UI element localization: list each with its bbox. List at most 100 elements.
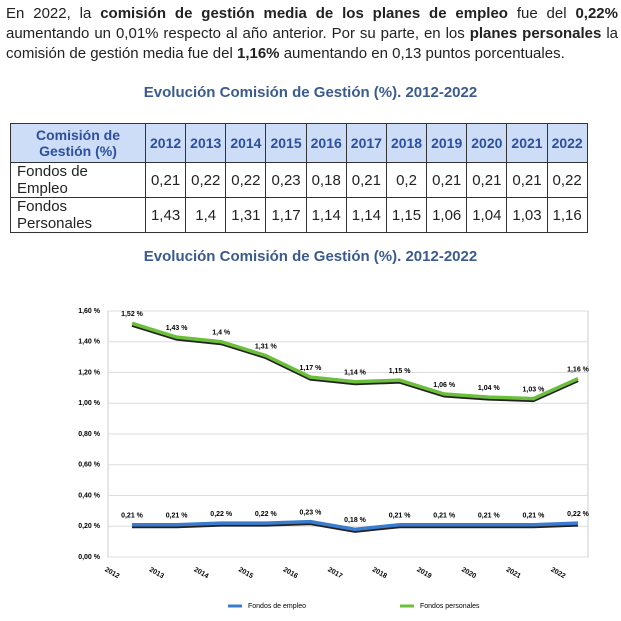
x-tick-label: 2012	[103, 566, 120, 580]
table-cell: 0,21	[426, 162, 468, 198]
header-cell: 2018	[385, 123, 428, 163]
header-cell: 2016	[305, 123, 347, 163]
y-tick-label: 1,40 %	[78, 339, 101, 346]
table-row: Fondos de Empleo 0,21 0,22 0,22 0,23 0,18 0,21…	[10, 162, 588, 198]
table-cell: 1,03	[506, 197, 548, 233]
text-run: la comisión de gestión media fue del	[6, 25, 618, 62]
y-tick-label: 1,00 %	[78, 400, 101, 407]
series-shadow	[131, 323, 579, 403]
header-cell: 2012	[144, 123, 187, 163]
data-label: 1,4 %	[212, 330, 231, 337]
data-label: 1,06 %	[433, 382, 456, 389]
table-title: Evolución Comisión de Gestión (%). 2012-…	[143, 84, 478, 101]
data-label: 0,21 %	[433, 513, 456, 520]
header-cell: 2014	[225, 123, 267, 163]
table-cell: 0,22	[225, 162, 267, 198]
header-cell: 2013	[185, 123, 227, 163]
data-label: 0,21 %	[478, 513, 501, 520]
x-tick-label: 2013	[148, 566, 165, 580]
data-label: 0,22 %	[567, 511, 590, 518]
text-run: planes personales	[469, 25, 602, 42]
data-label: 0,22 %	[255, 511, 278, 518]
header-cell: 2022	[546, 123, 588, 163]
y-tick-label: 1,60 %	[78, 308, 101, 315]
data-label: 1,03 %	[523, 386, 546, 393]
data-label: 1,14 %	[344, 370, 367, 377]
table-cell: 1,17	[265, 197, 307, 233]
table-cell: 0,21	[466, 162, 508, 198]
header-cell: 2015	[265, 123, 307, 163]
table-cell: 1,04	[466, 197, 508, 233]
x-tick-label: 2016	[282, 566, 299, 580]
table-cell: 0,21	[506, 162, 548, 198]
y-tick-label: 0,80 %	[78, 431, 101, 438]
data-label: 0,21 %	[389, 513, 412, 520]
table-cell: 1,43	[144, 197, 187, 233]
text-run: 0,22%	[575, 5, 618, 22]
table-row: Fondos Personales 1,43 1,4 1,31 1,17 1,14 1,14…	[10, 197, 588, 233]
x-tick-label: 2022	[549, 566, 566, 580]
table-cell: 1,15	[385, 197, 428, 233]
data-label: 0,22 %	[210, 511, 233, 518]
header-cell: 2021	[506, 123, 548, 163]
table-cell: 1,14	[305, 197, 347, 233]
data-label: 1,16 %	[567, 366, 590, 373]
x-tick-label: 2018	[371, 566, 388, 580]
table: Comisión de Gestión (%) 2012 2013 2014 2015 2…	[10, 123, 588, 233]
table-cell: 0,21	[144, 162, 187, 198]
series-line	[131, 321, 579, 401]
header-cell: Comisión de Gestión (%)	[10, 123, 146, 163]
x-tick-label: 2021	[505, 566, 522, 580]
series-line	[132, 519, 579, 532]
chart-title: Evolución Comisión de Gestión (%). 2012-…	[143, 248, 478, 265]
table-cell: 0,2	[385, 162, 428, 198]
header-cell: 2017	[345, 123, 387, 163]
legend-label: Fondos personales	[420, 603, 480, 610]
table-cell: 1,16	[546, 197, 588, 233]
data-label: 0,23 %	[300, 509, 323, 516]
y-tick-label: 0,40 %	[78, 492, 101, 499]
y-tick-label: 0,20 %	[78, 523, 101, 530]
table-cell: 1,4	[185, 197, 227, 233]
legend-label: Fondos de empleo	[248, 603, 306, 610]
y-tick-label: 1,20 %	[78, 369, 101, 376]
paragraph: En 2022, la comisión de gestión media de…	[6, 4, 618, 64]
data-label: 0,21 %	[523, 513, 546, 520]
text-run: En 2022, la	[6, 5, 101, 22]
table-cell: 0,22	[546, 162, 588, 198]
text-run: fue del	[507, 5, 576, 22]
y-tick-label: 0,00 %	[78, 554, 101, 561]
data-label: 1,31 %	[255, 343, 278, 350]
x-tick-label: 2020	[460, 566, 477, 580]
data-label: 0,21 %	[121, 513, 144, 520]
data-label: 1,15 %	[389, 368, 412, 375]
x-tick-label: 2014	[193, 566, 210, 580]
header-cell: 2020	[466, 123, 508, 163]
table-cell: 0,22	[185, 162, 227, 198]
header-row: Comisión de Gestión (%) 2012 2013 2014 2015 2…	[10, 123, 588, 163]
text-run: aumentando un 0,01% respecto al año ante…	[6, 25, 470, 42]
data-label: 1,52 %	[121, 311, 144, 318]
table-cell: 1,14	[345, 197, 387, 233]
chart: 0,00 % 0,20 % 0,40 % 0,60 % 0,80 % 1,00 % 1,20…	[78, 308, 590, 610]
table-cell: Fondos de Empleo	[10, 162, 146, 198]
table-cell: 0,23	[265, 162, 307, 198]
data-label: 1,04 %	[478, 385, 501, 392]
text-run: comisión de gestión media de los planes …	[100, 5, 508, 22]
table-cell: 0,21	[345, 162, 387, 198]
text-run: 1,16%	[236, 45, 280, 62]
y-tick-label: 0,60 %	[78, 462, 101, 469]
table-cell: 0,18	[305, 162, 347, 198]
x-tick-label: 2015	[237, 566, 254, 580]
data-label: 1,43 %	[166, 325, 189, 332]
data-label: 0,21 %	[166, 513, 189, 520]
x-tick-label: 2019	[416, 566, 433, 580]
series-shadow	[132, 522, 579, 533]
table-cell: 1,31	[225, 197, 267, 233]
header-cell: 2019	[426, 123, 468, 163]
text-run: aumentando en 0,13 puntos porcentuales.	[279, 45, 565, 62]
x-tick-label: 2017	[326, 566, 343, 580]
table-cell: 1,06	[426, 197, 468, 233]
data-label: 1,17 %	[300, 365, 323, 372]
